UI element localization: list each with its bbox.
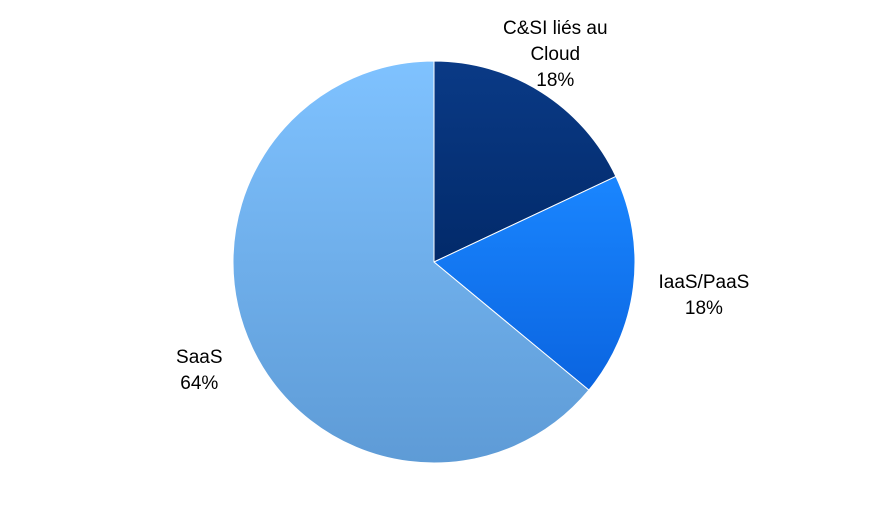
slice-label-iaas-paas-name: IaaS/PaaS [658, 272, 750, 294]
slice-label-csi-cloud: C&SI liés au Cloud 18% [503, 16, 608, 94]
pie-slice-iaas-paas [433, 175, 636, 391]
slice-label-iaas-paas: IaaS/PaaS 18% [658, 270, 749, 322]
slice-label-saas-percent: 64% [180, 372, 219, 394]
slice-label-saas: SaaS 64% [176, 345, 222, 397]
slice-label-csi-cloud-line-1: C&SI liés au [503, 18, 608, 40]
pie-slice-saas [232, 60, 590, 464]
slice-label-csi-cloud-line-2: Cloud [530, 44, 581, 66]
slice-label-iaas-paas-percent: 18% [684, 298, 723, 320]
slice-label-csi-cloud-percent: 18% [536, 70, 575, 92]
pie-slices [232, 60, 636, 464]
slice-label-saas-name: SaaS [176, 346, 223, 368]
pie-slice-csi-cloud [433, 60, 617, 263]
